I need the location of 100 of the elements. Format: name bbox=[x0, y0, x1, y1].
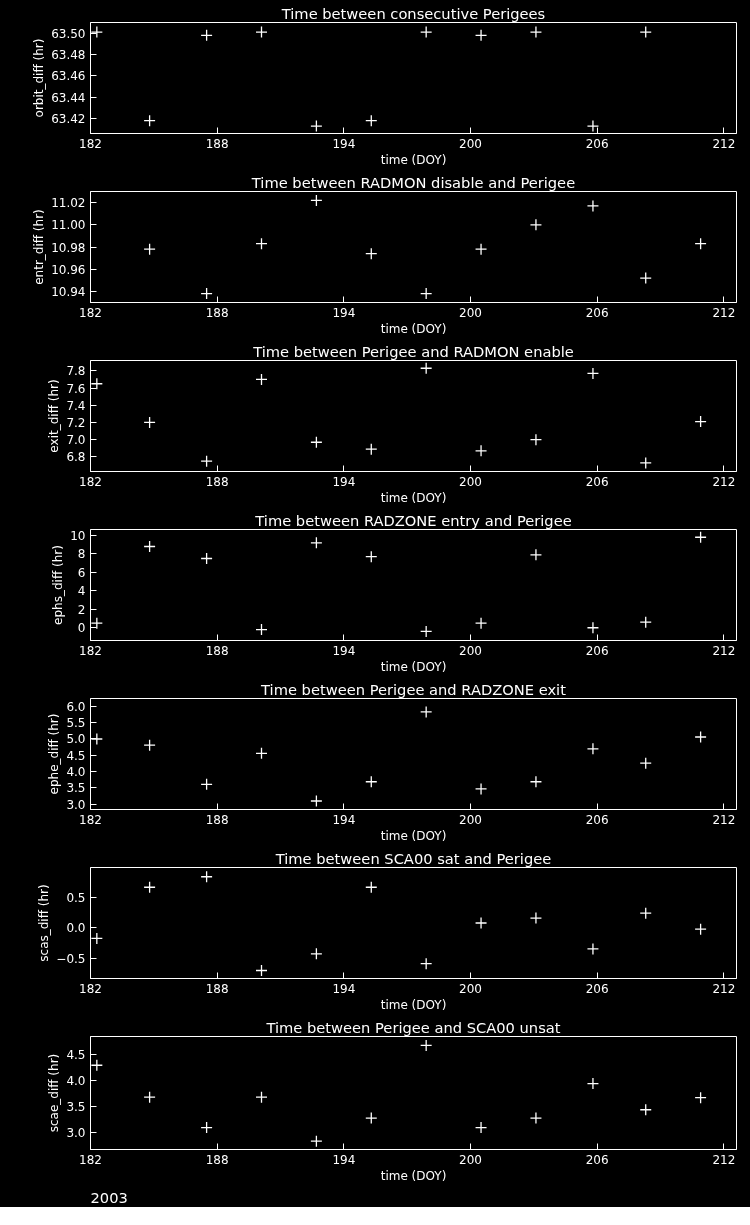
chart-title: Time between RADZONE entry and Perigee bbox=[254, 511, 572, 529]
x-tick-label: 188 bbox=[205, 305, 229, 320]
point bbox=[639, 271, 652, 285]
y-axis-title: orbit_diff (hr) bbox=[32, 38, 47, 118]
y-tick-label: 3.5 bbox=[66, 1100, 86, 1115]
x-tick-label: 212 bbox=[712, 812, 736, 827]
y-tick-label: 0 bbox=[77, 621, 86, 636]
x-tick-label: 200 bbox=[459, 981, 482, 996]
x-tick-label: 182 bbox=[79, 305, 102, 320]
y-tick-label: 7.4 bbox=[66, 398, 86, 413]
point bbox=[143, 1091, 156, 1104]
y-tick-label: 11.00 bbox=[51, 218, 86, 233]
point bbox=[420, 957, 433, 970]
y-axis-title: ephe_diff (hr) bbox=[47, 713, 62, 795]
point bbox=[529, 548, 543, 561]
point bbox=[255, 373, 268, 386]
point bbox=[694, 237, 707, 250]
y-tick-label: 63.50 bbox=[51, 26, 86, 41]
point bbox=[529, 1111, 543, 1125]
point bbox=[420, 1039, 433, 1052]
point bbox=[529, 25, 543, 39]
y-tick-label: 3.0 bbox=[66, 1126, 86, 1141]
y-tick-label: 4 bbox=[77, 584, 86, 599]
y-tick-label: 7.8 bbox=[66, 364, 86, 379]
point bbox=[200, 870, 213, 883]
point bbox=[420, 287, 433, 300]
y-axis-title: ephs_diff (hr) bbox=[51, 545, 66, 625]
x-axis-title: time (DOY) bbox=[380, 152, 447, 167]
point bbox=[529, 218, 543, 231]
x-tick-label: 206 bbox=[585, 305, 609, 320]
chart-title: Time between Perigee and RADMON enable bbox=[252, 342, 574, 360]
x-tick-label: 188 bbox=[205, 643, 229, 658]
point bbox=[474, 444, 488, 457]
y-tick-label: 5.0 bbox=[66, 732, 86, 747]
x-tick-label: 194 bbox=[332, 305, 356, 320]
x-tick-label: 212 bbox=[712, 1152, 736, 1167]
point bbox=[474, 243, 488, 256]
x-tick-label: 212 bbox=[712, 305, 736, 320]
y-axis-title: scas_diff (hr) bbox=[37, 884, 52, 962]
point bbox=[365, 1111, 378, 1125]
point bbox=[200, 287, 213, 300]
point bbox=[420, 625, 433, 638]
x-tick-label: 182 bbox=[79, 1152, 102, 1167]
point bbox=[365, 881, 378, 894]
point bbox=[474, 29, 488, 42]
point bbox=[474, 1121, 488, 1134]
x-tick-label: 200 bbox=[459, 136, 482, 151]
y-tick-label: 3.0 bbox=[66, 797, 86, 812]
point bbox=[365, 550, 378, 563]
x-axis-title: time (DOY) bbox=[380, 1168, 447, 1183]
x-tick-label: 182 bbox=[79, 812, 102, 827]
x-axis-title: time (DOY) bbox=[380, 828, 447, 843]
point bbox=[365, 114, 378, 127]
point bbox=[310, 119, 323, 133]
x-tick-label: 194 bbox=[332, 136, 356, 151]
y-tick-label: 4.5 bbox=[66, 748, 86, 763]
y-tick-label: 63.42 bbox=[51, 112, 86, 127]
y-tick-label: 63.44 bbox=[51, 90, 86, 105]
point bbox=[529, 775, 543, 788]
y-tick-label: 4.0 bbox=[66, 1073, 86, 1088]
point bbox=[586, 621, 600, 634]
point bbox=[639, 906, 652, 920]
point bbox=[474, 782, 488, 796]
y-tick-label: 4.0 bbox=[66, 765, 86, 780]
point bbox=[474, 916, 488, 930]
x-tick-label: 182 bbox=[79, 643, 102, 658]
point bbox=[90, 732, 103, 746]
chart-title: Time between consecutive Perigees bbox=[280, 4, 546, 22]
point bbox=[255, 1091, 268, 1104]
point bbox=[420, 25, 433, 39]
y-tick-label: 2 bbox=[77, 602, 86, 617]
point bbox=[694, 730, 707, 744]
point bbox=[529, 911, 543, 925]
point bbox=[90, 377, 103, 390]
point bbox=[474, 616, 488, 630]
x-tick-label: 200 bbox=[459, 305, 482, 320]
point bbox=[90, 25, 103, 39]
point bbox=[90, 1059, 103, 1072]
point bbox=[586, 1077, 600, 1090]
point bbox=[143, 114, 156, 127]
chart-title: Time between Perigee and RADZONE exit bbox=[260, 680, 567, 698]
point bbox=[694, 531, 707, 544]
point bbox=[255, 747, 268, 760]
point bbox=[365, 442, 378, 456]
y-tick-label: 10.98 bbox=[51, 240, 86, 255]
point bbox=[586, 367, 600, 380]
y-axis-title: scae_diff (hr) bbox=[47, 1053, 62, 1133]
x-tick-label: 212 bbox=[712, 643, 736, 658]
x-tick-label: 200 bbox=[459, 474, 482, 489]
point bbox=[694, 415, 707, 428]
y-tick-label: 7.2 bbox=[66, 415, 86, 430]
point bbox=[200, 778, 213, 791]
point bbox=[90, 616, 103, 630]
y-tick-label: 5.5 bbox=[66, 716, 86, 731]
y-tick-label: 11.02 bbox=[51, 196, 86, 211]
x-tick-label: 212 bbox=[712, 981, 736, 996]
x-tick-label: 212 bbox=[712, 474, 736, 489]
point bbox=[639, 456, 652, 470]
point bbox=[310, 436, 323, 449]
x-axis-title: time (DOY) bbox=[380, 997, 447, 1012]
